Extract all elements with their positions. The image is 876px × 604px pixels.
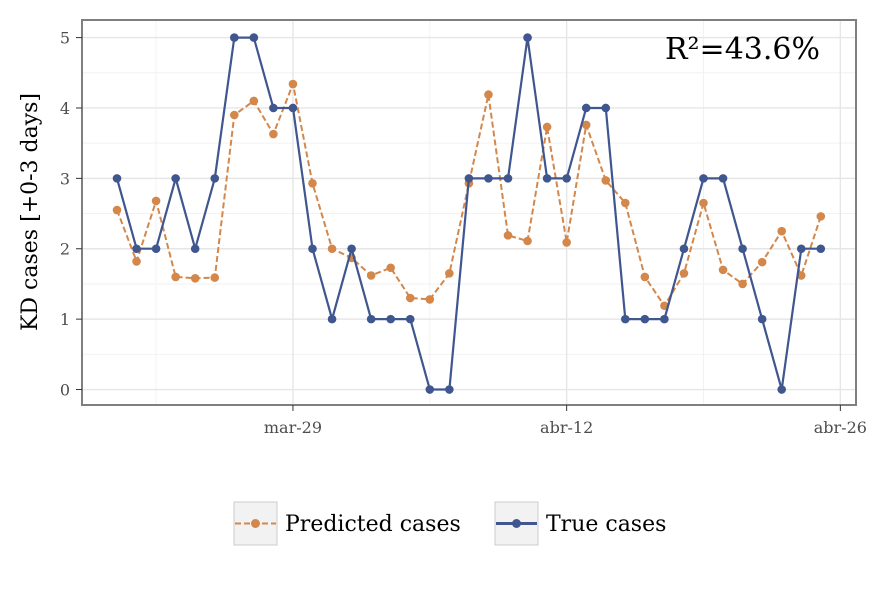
data-point-true	[816, 244, 826, 254]
data-point-predicted	[112, 205, 122, 215]
data-point-predicted	[503, 231, 513, 240]
data-point-true	[523, 33, 532, 42]
data-point-predicted	[523, 236, 532, 246]
data-point-true	[132, 244, 141, 254]
data-point-true	[621, 314, 630, 324]
major-grid	[82, 20, 856, 405]
data-point-true	[327, 314, 337, 324]
data-point-predicted	[679, 269, 689, 278]
data-point-true	[581, 103, 591, 113]
data-point-true	[171, 174, 180, 183]
data-point-predicted	[484, 90, 493, 99]
data-point-true	[679, 244, 689, 254]
y-tick-label: 1	[60, 310, 70, 329]
data-point-true	[112, 174, 122, 183]
legend-label-true: True cases	[546, 512, 666, 537]
data-point-predicted	[777, 226, 786, 236]
data-point-true	[738, 244, 747, 254]
legend-item-predicted: Predicted cases	[233, 501, 461, 546]
plot-area	[82, 20, 856, 405]
legend: Predicted cases True cases	[233, 501, 666, 546]
plot-border	[81, 19, 857, 406]
data-point-predicted	[386, 263, 396, 273]
data-point-predicted	[425, 295, 435, 304]
data-point-true	[190, 244, 200, 254]
data-point-predicted	[738, 279, 747, 289]
data-point-predicted	[699, 198, 708, 208]
data-point-predicted	[190, 274, 200, 283]
y-axis-title: KD cases [+0-3 days]	[18, 93, 43, 331]
data-point-true	[484, 174, 493, 183]
data-point-true	[777, 385, 786, 394]
data-point-predicted	[796, 271, 806, 280]
data-point-true	[249, 33, 259, 42]
legend-label-predicted: Predicted cases	[285, 512, 461, 537]
data-point-true	[640, 314, 650, 324]
plot-panel	[81, 19, 857, 406]
data-point-predicted	[151, 196, 161, 206]
legend-marker-predicted	[251, 519, 260, 528]
data-point-true	[601, 103, 611, 113]
data-point-predicted	[601, 176, 611, 185]
x-tick-label: mar-29	[264, 418, 322, 437]
data-point-predicted	[366, 271, 376, 280]
data-point-true	[503, 174, 513, 183]
data-point-predicted	[542, 122, 552, 132]
data-point-predicted	[640, 272, 650, 282]
data-point-true	[699, 174, 708, 183]
legend-item-true: True cases	[494, 501, 666, 546]
data-point-predicted	[249, 96, 259, 106]
data-point-true	[308, 244, 317, 254]
series-layer	[112, 33, 826, 394]
data-point-predicted	[621, 198, 630, 208]
data-point-predicted	[581, 120, 591, 130]
data-point-predicted	[816, 212, 826, 221]
data-point-true	[718, 174, 728, 183]
x-tick-label: abr-26	[814, 418, 867, 437]
data-point-predicted	[757, 257, 767, 267]
data-point-predicted	[269, 129, 278, 139]
data-point-predicted	[405, 293, 415, 303]
data-point-true	[562, 174, 571, 183]
data-point-predicted	[718, 265, 728, 275]
data-point-true	[757, 314, 767, 324]
data-point-true	[347, 244, 356, 254]
data-point-true	[796, 244, 806, 254]
x-axis: mar-29 abr-12 abr-26	[264, 405, 867, 437]
y-tick-label: 2	[60, 240, 70, 259]
data-point-predicted	[210, 273, 220, 282]
y-axis: 0 1 2 3 4 5	[60, 29, 82, 400]
data-point-predicted	[308, 178, 317, 188]
data-point-true	[210, 174, 220, 183]
data-point-true	[366, 314, 376, 324]
y-tick-label: 4	[60, 99, 70, 118]
x-tick-label: abr-12	[540, 418, 593, 437]
data-point-predicted	[230, 110, 239, 120]
data-point-predicted	[445, 269, 454, 278]
data-point-predicted	[132, 257, 141, 266]
y-tick-label: 0	[60, 381, 70, 400]
data-point-true	[542, 174, 552, 183]
data-point-true	[151, 244, 161, 254]
legend-marker-true	[512, 519, 521, 528]
y-tick-label: 5	[60, 29, 70, 48]
data-point-predicted	[327, 244, 337, 254]
data-point-true	[269, 103, 278, 113]
data-point-predicted	[562, 238, 571, 247]
data-point-true	[405, 314, 415, 324]
data-point-predicted	[171, 272, 180, 282]
data-point-predicted	[288, 79, 298, 89]
minor-grid	[82, 20, 856, 405]
data-point-true	[288, 103, 298, 113]
y-tick-label: 3	[60, 169, 70, 188]
data-point-true	[386, 314, 396, 324]
data-point-true	[445, 385, 454, 394]
data-point-true	[660, 314, 669, 324]
data-point-true	[230, 33, 239, 42]
r-squared-annotation: R²=43.6%	[665, 32, 820, 67]
data-point-true	[425, 385, 435, 394]
data-point-true	[464, 174, 474, 183]
